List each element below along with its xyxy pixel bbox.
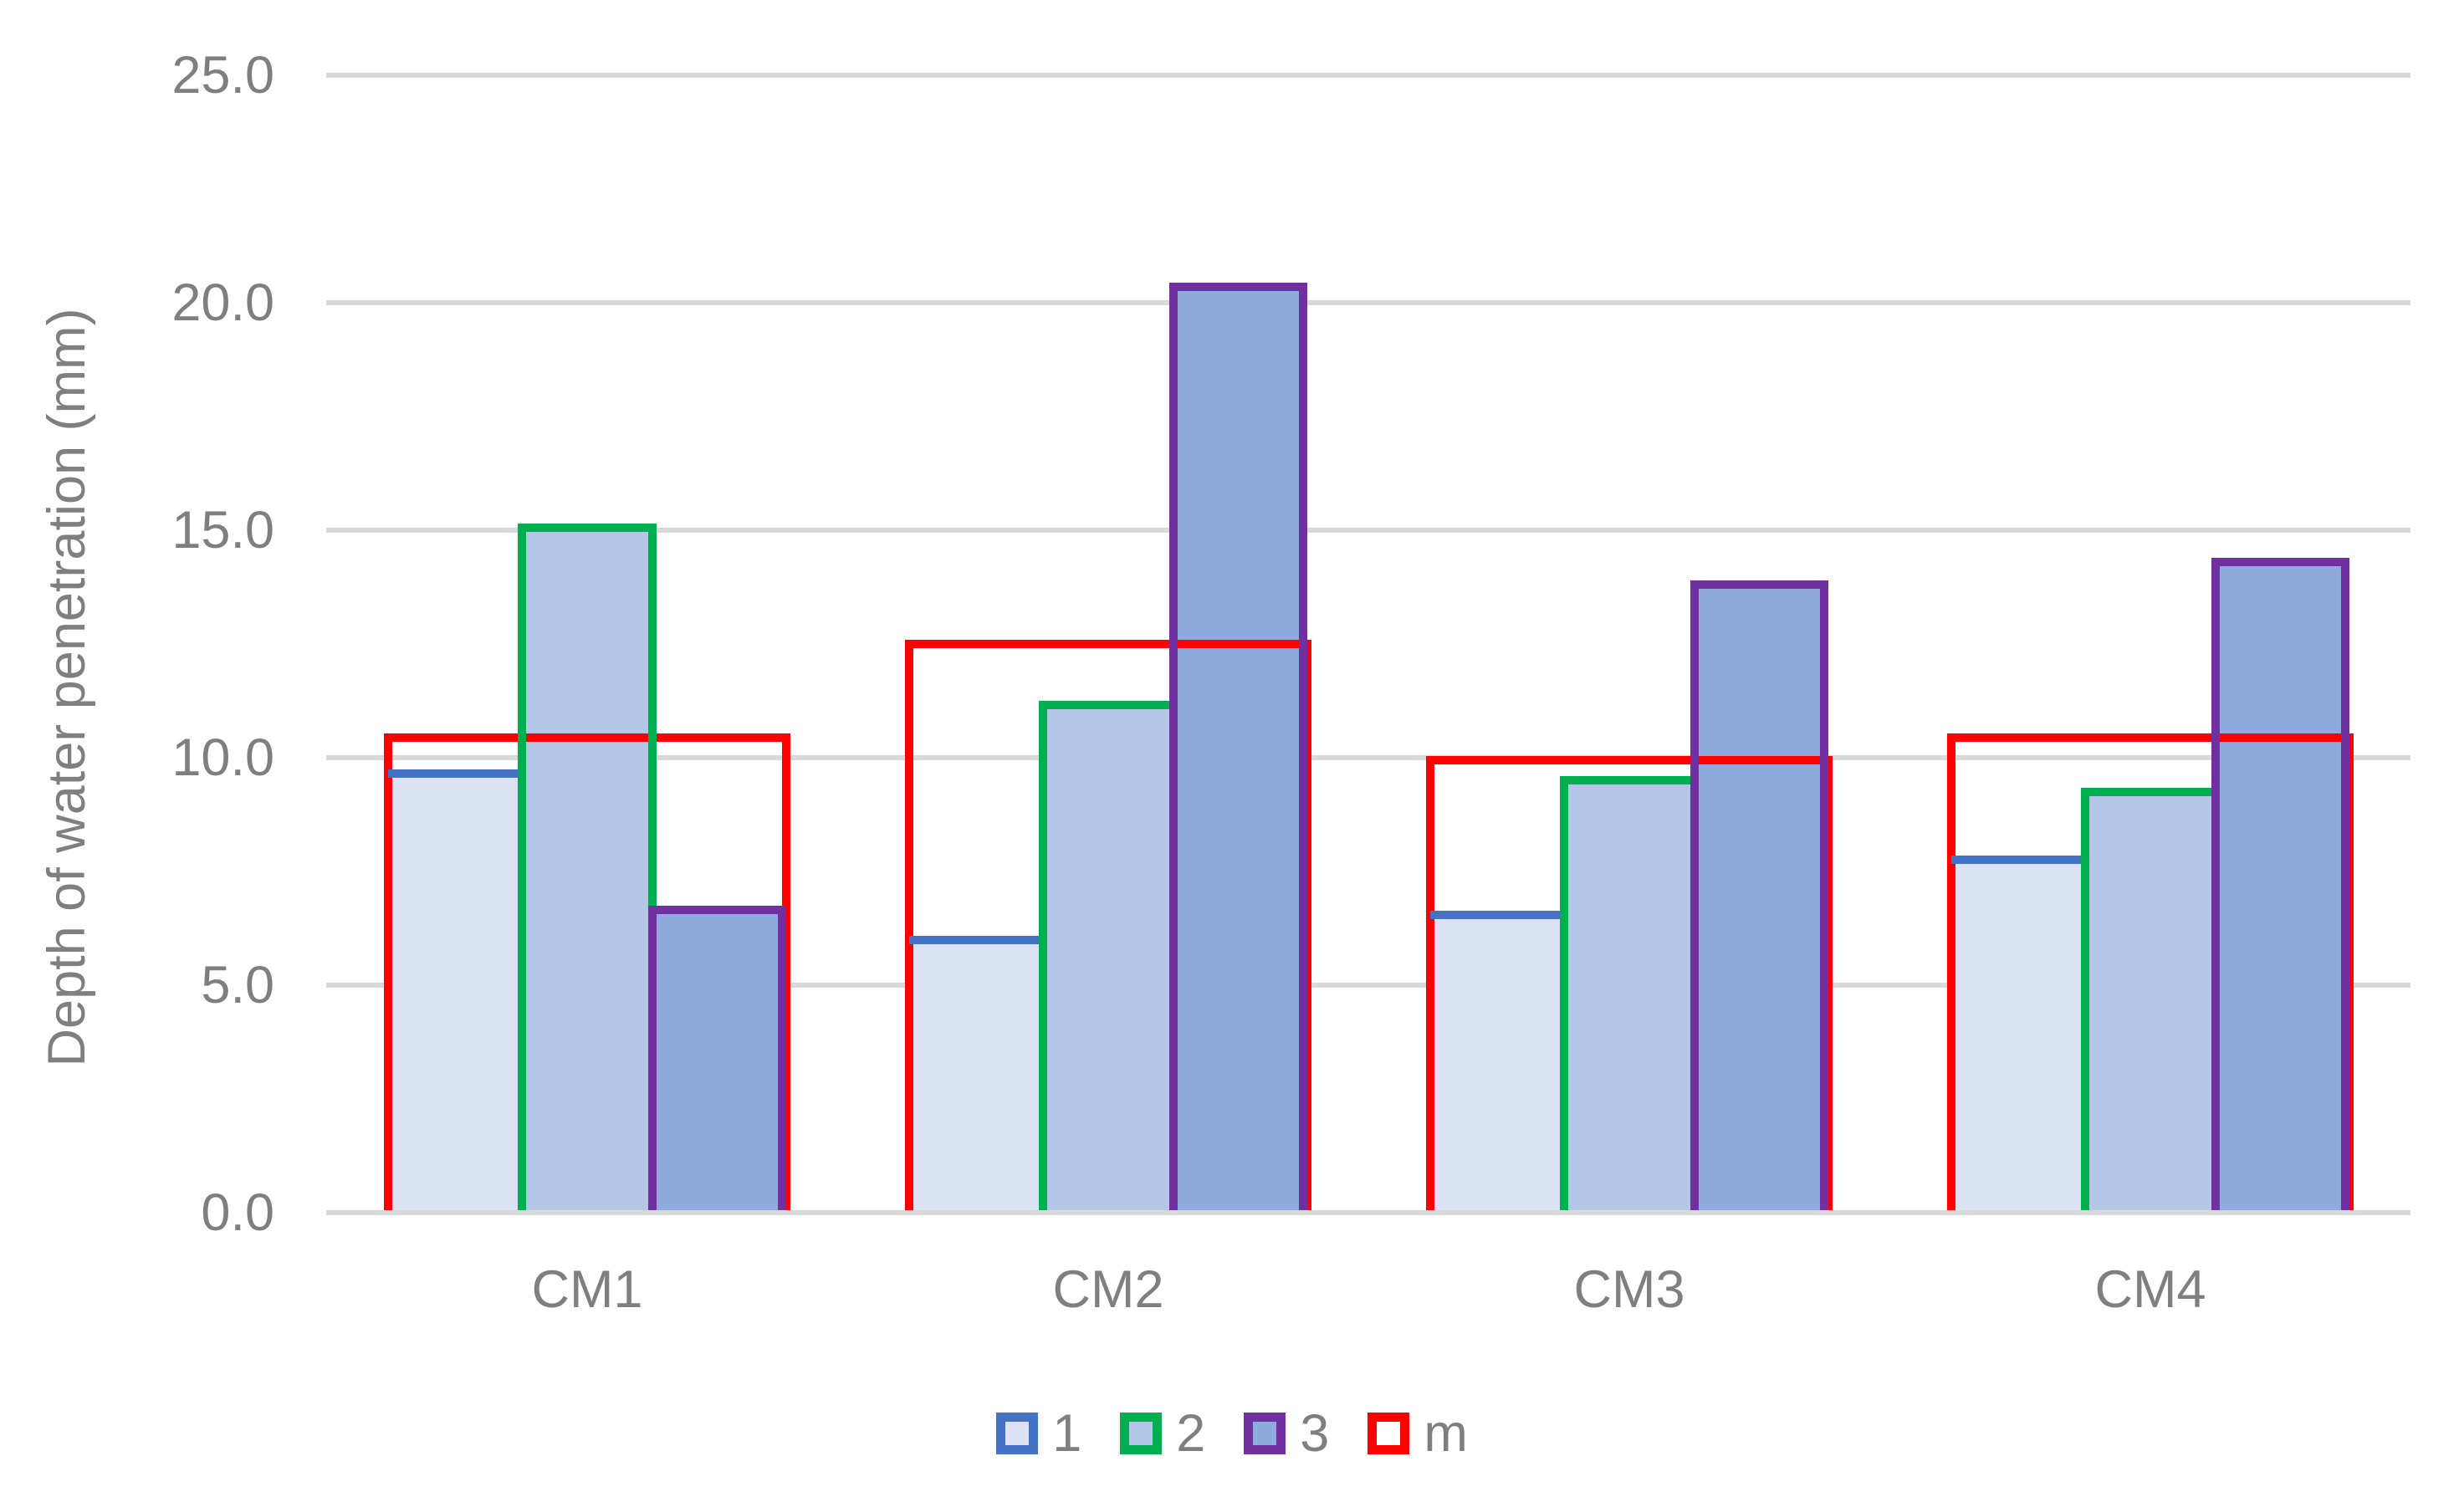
bar-border-cm4-series-1 — [1950, 856, 2090, 1213]
y-axis-title: Depth of water penetration (mm) — [38, 308, 96, 1067]
gridline-15.0 — [326, 528, 2410, 533]
gridline-25.0 — [326, 73, 2410, 78]
m-outline-cm2 — [904, 640, 1312, 1213]
legend-swatch-2 — [1120, 1413, 1163, 1454]
bar-border-cm3-series-2 — [1560, 776, 1699, 1213]
legend-swatch-3 — [1244, 1413, 1286, 1454]
bar-fill-cm3-series-1 — [1434, 914, 1565, 1213]
bar-border-cm1-series-3 — [647, 906, 787, 1213]
bar-border-cm2-series-1 — [908, 935, 1048, 1213]
bar-fill-cm3-series-2 — [1564, 780, 1695, 1213]
category-label-cm1: CM1 — [531, 1260, 643, 1319]
m-outline-cm1 — [383, 733, 791, 1213]
legend-item-1: 1 — [996, 1407, 1081, 1460]
bar-border-cm2-series-2 — [1039, 701, 1178, 1213]
legend-label-m: m — [1424, 1404, 1468, 1463]
bar-fill-cm3-series-3 — [1694, 585, 1825, 1213]
bar-border-cm3-series-3 — [1690, 580, 1829, 1213]
bar-border-cm1-series-1 — [387, 769, 527, 1213]
category-label-cm4: CM4 — [2094, 1260, 2206, 1319]
y-tick-label-20.0: 20.0 — [171, 273, 274, 332]
y-tick-label-25.0: 25.0 — [171, 46, 274, 105]
y-tick-label-5.0: 5.0 — [201, 956, 274, 1014]
legend-item-3: 3 — [1244, 1407, 1329, 1460]
bar-border-cm1-series-2 — [518, 524, 657, 1213]
bar-fill-cm1-series-2 — [522, 528, 652, 1213]
bar-fill-cm1-series-1 — [391, 774, 523, 1213]
gridline-20.0 — [326, 300, 2410, 305]
legend-swatch-1 — [996, 1413, 1039, 1454]
m-outline-cm3 — [1425, 755, 1833, 1213]
y-tick-label-10.0: 10.0 — [171, 728, 274, 787]
gridline-5.0 — [326, 983, 2410, 988]
bar-border-cm3-series-1 — [1429, 910, 1569, 1213]
legend-label-1: 1 — [1052, 1404, 1082, 1463]
bar-fill-cm2-series-3 — [1173, 286, 1304, 1213]
legend-label-3: 3 — [1300, 1404, 1330, 1463]
legend: 1 2 3 m — [0, 1407, 2464, 1460]
category-label-cm2: CM2 — [1052, 1260, 1164, 1319]
m-outline-cm4 — [1946, 733, 2354, 1213]
bar-border-cm4-series-3 — [2211, 558, 2350, 1213]
gridline-10.0 — [326, 755, 2410, 760]
category-label-cm3: CM3 — [1573, 1260, 1685, 1319]
bar-fill-cm4-series-1 — [1955, 860, 2086, 1213]
bar-fill-cm4-series-2 — [2085, 791, 2216, 1213]
bar-fill-cm4-series-3 — [2215, 562, 2346, 1213]
bar-border-cm2-series-3 — [1168, 282, 1308, 1213]
legend-label-2: 2 — [1176, 1404, 1206, 1463]
y-tick-label-0.0: 0.0 — [201, 1183, 274, 1242]
y-tick-label-15.0: 15.0 — [171, 501, 274, 559]
legend-item-2: 2 — [1120, 1407, 1205, 1460]
bar-border-cm4-series-2 — [2081, 787, 2220, 1213]
bar-fill-cm1-series-3 — [652, 910, 783, 1213]
legend-swatch-m — [1367, 1413, 1410, 1454]
bar-fill-cm2-series-1 — [912, 939, 1044, 1213]
x-axis-line — [326, 1210, 2410, 1215]
legend-item-m: m — [1367, 1404, 1468, 1463]
bar-fill-cm2-series-2 — [1043, 705, 1173, 1213]
